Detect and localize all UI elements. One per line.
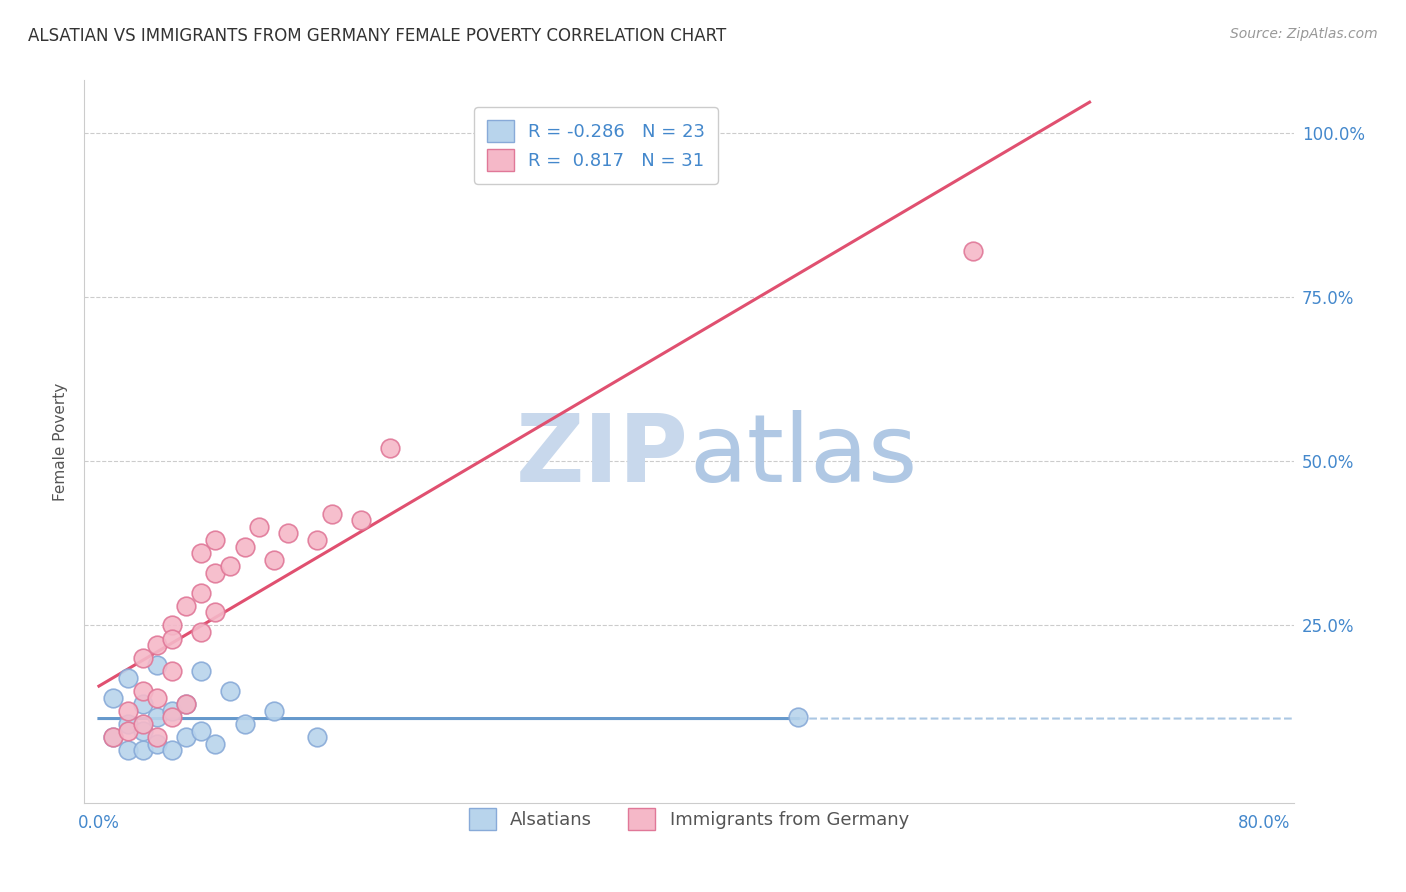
Point	[160, 704, 183, 718]
Point	[962, 244, 984, 258]
Point	[787, 710, 810, 724]
Point	[190, 546, 212, 560]
Point	[146, 690, 169, 705]
Point	[204, 533, 226, 547]
Y-axis label: Female Poverty: Female Poverty	[53, 383, 69, 500]
Point	[350, 513, 373, 527]
Point	[146, 730, 169, 744]
Point	[190, 585, 212, 599]
Point	[103, 730, 125, 744]
Point	[160, 710, 183, 724]
Point	[160, 743, 183, 757]
Point	[219, 559, 242, 574]
Point	[103, 690, 125, 705]
Point	[380, 441, 402, 455]
Point	[307, 730, 329, 744]
Text: atlas: atlas	[689, 410, 917, 502]
Point	[131, 651, 153, 665]
Point	[103, 730, 125, 744]
Text: Source: ZipAtlas.com: Source: ZipAtlas.com	[1230, 27, 1378, 41]
Point	[233, 717, 256, 731]
Point	[146, 657, 169, 672]
Point	[146, 737, 169, 751]
Point	[160, 665, 183, 679]
Point	[176, 698, 198, 712]
Point	[131, 698, 153, 712]
Point	[117, 717, 139, 731]
Point	[117, 704, 139, 718]
Point	[131, 717, 153, 731]
Point	[219, 684, 242, 698]
Point	[204, 566, 226, 580]
Point	[117, 723, 139, 738]
Point	[204, 605, 226, 619]
Legend: Alsatians, Immigrants from Germany: Alsatians, Immigrants from Germany	[454, 793, 924, 845]
Point	[131, 684, 153, 698]
Text: ALSATIAN VS IMMIGRANTS FROM GERMANY FEMALE POVERTY CORRELATION CHART: ALSATIAN VS IMMIGRANTS FROM GERMANY FEMA…	[28, 27, 727, 45]
Point	[117, 743, 139, 757]
Point	[176, 698, 198, 712]
Point	[131, 743, 153, 757]
Text: ZIP: ZIP	[516, 410, 689, 502]
Point	[117, 671, 139, 685]
Point	[160, 618, 183, 632]
Point	[321, 507, 343, 521]
Point	[263, 553, 285, 567]
Point	[146, 638, 169, 652]
Point	[307, 533, 329, 547]
Point	[146, 710, 169, 724]
Point	[233, 540, 256, 554]
Point	[190, 625, 212, 640]
Point	[176, 730, 198, 744]
Point	[263, 704, 285, 718]
Point	[190, 723, 212, 738]
Point	[204, 737, 226, 751]
Point	[190, 665, 212, 679]
Point	[131, 723, 153, 738]
Point	[176, 599, 198, 613]
Point	[160, 632, 183, 646]
Point	[277, 526, 299, 541]
Point	[247, 520, 270, 534]
